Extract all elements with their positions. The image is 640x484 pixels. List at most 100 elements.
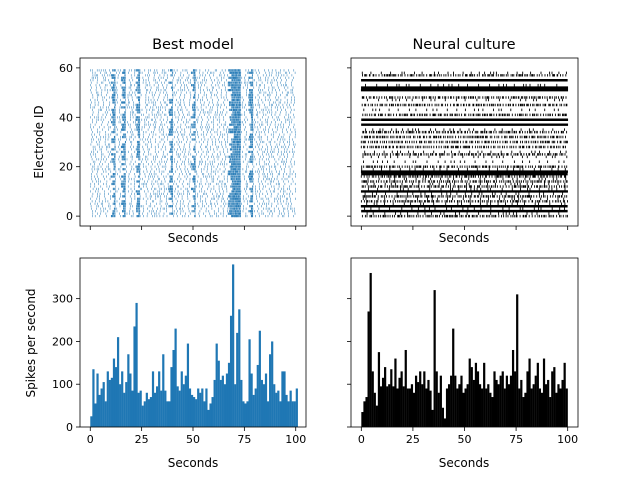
axis-ticks [347, 67, 569, 230]
histogram-bar [293, 401, 296, 427]
histogram-bar [398, 377, 401, 427]
histogram-bar [168, 401, 171, 427]
histogram-bar [540, 392, 544, 427]
histogram-bar [489, 392, 492, 427]
histogram-bar [277, 390, 280, 427]
histogram-bar [213, 379, 216, 427]
x-tick-label: 50 [186, 433, 200, 446]
histogram-bar [149, 397, 153, 427]
histogram-bar [384, 367, 387, 427]
histogram-bar [443, 418, 447, 427]
plot-frame [79, 57, 307, 227]
histogram-bar [518, 388, 521, 427]
histogram-bar [470, 367, 473, 427]
histogram-bar [553, 367, 556, 427]
histogram-bar [166, 401, 169, 427]
histogram-bar [542, 358, 546, 427]
histogram-bar [137, 392, 140, 427]
histogram-bar [555, 392, 558, 427]
plot-frame [350, 257, 579, 428]
histogram-bar [188, 388, 192, 427]
y-axis-label: Spikes per second [24, 288, 38, 397]
histogram-bar [291, 401, 294, 427]
histogram-bar [369, 272, 372, 427]
histogram-bar [400, 371, 403, 427]
histogram-bar [421, 384, 424, 427]
histogram-bar [563, 362, 566, 427]
histogram-bar [452, 328, 455, 427]
histogram-bar [507, 384, 511, 427]
histogram-bar [499, 375, 502, 427]
histogram-bar [199, 392, 202, 427]
histogram-bar [423, 371, 426, 427]
y-tick-label: 0 [66, 210, 73, 223]
histogram-bar [264, 373, 268, 427]
histogram-bar [121, 371, 124, 427]
histogram-bar [381, 377, 385, 427]
histogram-bar [279, 401, 282, 427]
histogram-bar [493, 371, 496, 427]
histogram-bar [501, 371, 504, 427]
histogram-bar [373, 392, 376, 427]
y-tick-label: 300 [52, 293, 73, 306]
histogram-bar [365, 397, 368, 427]
histogram-bar [193, 397, 196, 427]
histogram-bar [240, 379, 243, 427]
histogram-bar [419, 371, 422, 427]
histogram-bar [123, 392, 126, 427]
histogram-bar [143, 401, 146, 427]
histogram-bar [412, 392, 416, 427]
histogram-bar [236, 332, 239, 427]
histogram-bar [544, 384, 548, 427]
histogram-bar [190, 394, 194, 427]
histogram-bar [429, 390, 432, 427]
histogram-bar [497, 384, 500, 427]
axis-ticks: 0 25 50 75 100 0 100 200 300 [52, 293, 306, 446]
histogram-bar [491, 397, 494, 427]
histogram-bar [433, 290, 436, 427]
histogram-bar [116, 337, 120, 427]
histogram-bar [172, 349, 175, 427]
histogram-bar [139, 390, 142, 427]
y-tick-label: 20 [59, 161, 73, 174]
histogram-bar [141, 405, 144, 427]
histogram-bar [481, 388, 484, 427]
histogram-bar [281, 371, 284, 427]
histogram-bar [289, 390, 292, 427]
histogram-bar [437, 392, 440, 427]
panel-best-model-histogram: 0 25 50 75 100 0 100 200 300 Seconds Spikes per … [24, 257, 307, 470]
y-tick-label: 100 [52, 378, 73, 391]
histogram-bar [295, 388, 298, 427]
histogram-bar [402, 386, 405, 427]
histogram-bar [180, 371, 183, 427]
histogram-bar [483, 362, 486, 427]
x-tick-label: 75 [509, 433, 523, 446]
histogram-bar [514, 371, 517, 427]
histogram-bar [114, 367, 118, 427]
histogram-bar [551, 371, 554, 427]
x-tick-label: 25 [406, 433, 420, 446]
histogram-bar [386, 386, 389, 427]
histogram-bar [367, 311, 370, 427]
histogram-bar [125, 382, 128, 427]
histogram-bar [246, 401, 249, 427]
panel-title: Best model [152, 37, 234, 53]
histogram-bar [520, 379, 523, 427]
histogram-bar [174, 328, 177, 427]
histogram-bar [414, 375, 418, 427]
histogram-bar [104, 401, 107, 427]
histogram-bar [215, 343, 218, 427]
histogram-bar [170, 367, 173, 427]
histogram-bar [522, 397, 525, 427]
histogram-bar [435, 371, 438, 427]
histogram-bar [478, 384, 482, 427]
histogram-bar [98, 394, 101, 427]
histogram-bar [127, 354, 130, 427]
histogram-bar [445, 388, 449, 427]
histogram-bar [207, 409, 210, 427]
histogram-bar [464, 388, 467, 427]
histogram-bar [363, 401, 366, 427]
histogram-bar [392, 386, 395, 427]
histogram-bar [425, 388, 428, 427]
histogram-bar [476, 371, 480, 427]
